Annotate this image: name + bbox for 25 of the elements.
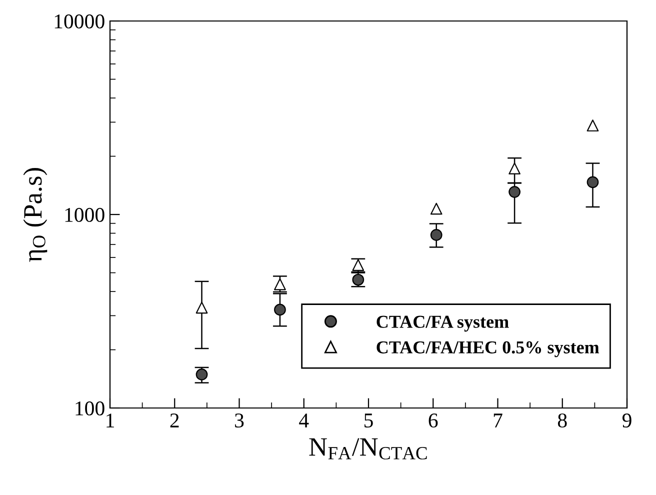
point (274, 304, 286, 316)
point (196, 302, 208, 314)
legend-label: CTAC/FA/HEC 0.5% system (376, 341, 600, 358)
y-axis-title: η$_{O}$ (Pa.s) (23, 168, 48, 262)
point (508, 162, 520, 174)
point (586, 120, 599, 132)
x-tick-label: 2 (170, 414, 179, 428)
y-tick-label: 10000 (54, 14, 104, 28)
x-tick-label: 4 (299, 414, 309, 428)
y-tick-label: 1000 (65, 208, 104, 222)
point (196, 368, 208, 380)
point (430, 229, 442, 241)
x-tick-label: 8 (558, 413, 567, 428)
x-tick-label: 7 (494, 414, 502, 428)
point (586, 176, 599, 188)
point (430, 202, 442, 215)
y-tick-label: 100 (76, 401, 104, 416)
x-tick-label: 5 (364, 414, 373, 428)
x-tick-label: 1 (106, 414, 114, 428)
x-tick-label: 6 (428, 414, 438, 428)
x-tick-label: 3 (235, 414, 244, 428)
point (508, 186, 520, 198)
x-axis-title: N$_{FA}$/N$_{CTAC}$ (309, 438, 427, 460)
legend-label: CTAC/FA system (376, 316, 509, 332)
x-tick-label: 9 (622, 414, 632, 428)
